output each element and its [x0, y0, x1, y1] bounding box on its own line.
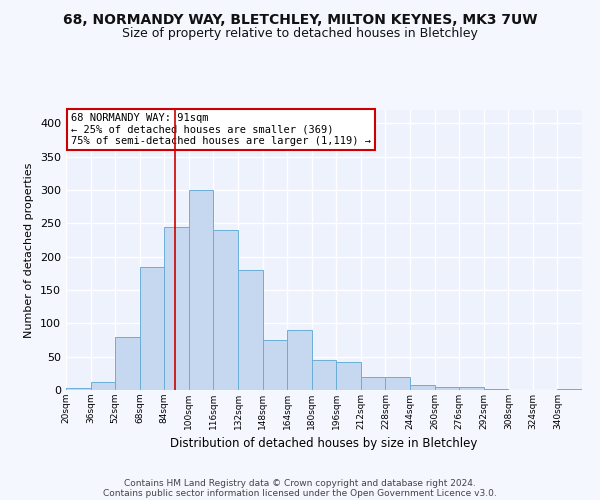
Text: Size of property relative to detached houses in Bletchley: Size of property relative to detached ho…: [122, 28, 478, 40]
Bar: [410, 384, 434, 390]
Text: 68 NORMANDY WAY: 91sqm
← 25% of detached houses are smaller (369)
75% of semi-de: 68 NORMANDY WAY: 91sqm ← 25% of detached…: [71, 113, 371, 146]
Bar: [189, 190, 214, 390]
Bar: [459, 388, 484, 390]
Bar: [361, 376, 385, 390]
Bar: [336, 362, 361, 390]
Bar: [238, 270, 263, 390]
Text: 68, NORMANDY WAY, BLETCHLEY, MILTON KEYNES, MK3 7UW: 68, NORMANDY WAY, BLETCHLEY, MILTON KEYN…: [63, 12, 537, 26]
Bar: [115, 336, 140, 390]
Bar: [557, 388, 582, 390]
Bar: [140, 266, 164, 390]
Bar: [91, 382, 115, 390]
Bar: [312, 360, 336, 390]
Y-axis label: Number of detached properties: Number of detached properties: [25, 162, 34, 338]
Bar: [263, 340, 287, 390]
Bar: [214, 230, 238, 390]
Text: Contains public sector information licensed under the Open Government Licence v3: Contains public sector information licen…: [103, 488, 497, 498]
Text: Contains HM Land Registry data © Crown copyright and database right 2024.: Contains HM Land Registry data © Crown c…: [124, 478, 476, 488]
Bar: [434, 386, 459, 390]
Bar: [385, 376, 410, 390]
Bar: [164, 226, 189, 390]
Bar: [287, 330, 312, 390]
X-axis label: Distribution of detached houses by size in Bletchley: Distribution of detached houses by size …: [170, 438, 478, 450]
Bar: [66, 388, 91, 390]
